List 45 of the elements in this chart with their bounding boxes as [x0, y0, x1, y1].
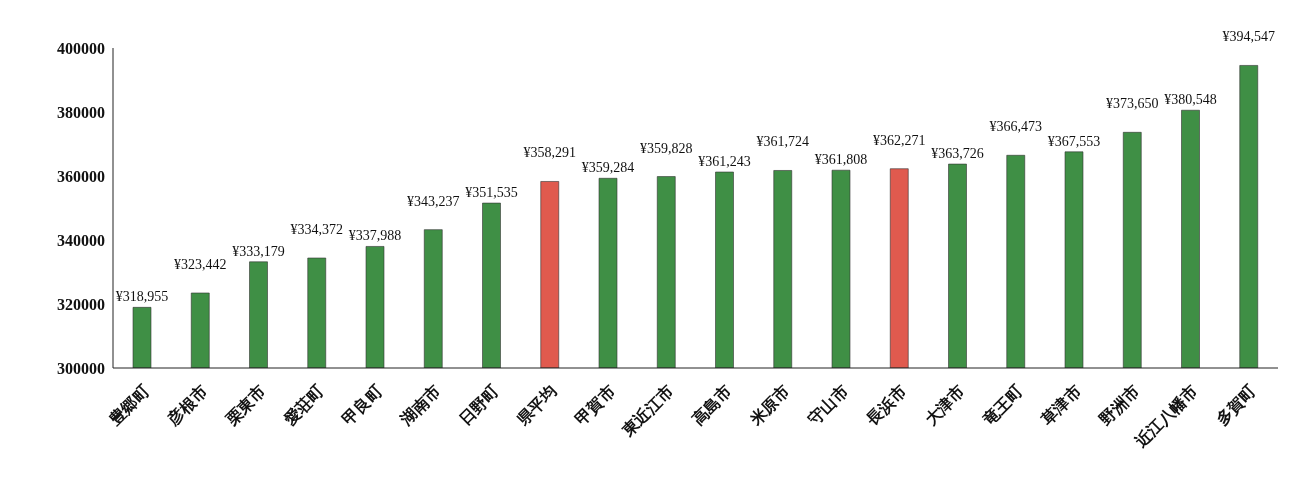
y-tick-label: 360000 [57, 167, 105, 185]
data-label: ¥380,548 [1164, 92, 1217, 108]
data-label: ¥343,237 [407, 193, 460, 209]
x-tick-label: 愛荘町 [280, 382, 327, 428]
x-tick-label: 彦根市 [163, 381, 211, 429]
data-label: ¥363,726 [931, 146, 984, 162]
x-tick-label: 野洲市 [1096, 382, 1143, 428]
data-label: ¥337,988 [348, 228, 402, 244]
x-tick-label: 長浜市 [862, 382, 910, 429]
x-tick-label: 多賀町 [1212, 382, 1260, 429]
y-tick-label: 400000 [57, 39, 105, 57]
data-label: ¥366,473 [989, 119, 1042, 135]
x-tick-label: 栗東市 [222, 382, 269, 429]
x-tick-label: 甲良町 [339, 382, 386, 428]
x-tick-label: 守山市 [805, 382, 852, 428]
x-tick-label: 竜王町 [979, 382, 1026, 429]
data-label: ¥361,724 [756, 134, 809, 150]
data-label: ¥361,243 [698, 154, 751, 170]
y-tick-label: 380000 [57, 103, 105, 121]
x-tick-label: 豊郷町 [105, 382, 153, 429]
y-tick-label: 300000 [57, 359, 105, 377]
data-label: ¥373,650 [1106, 96, 1159, 112]
x-tick-label: 県平均 [513, 382, 560, 429]
data-label: ¥318,955 [115, 289, 169, 305]
data-label: ¥359,284 [581, 160, 635, 176]
data-label: ¥367,553 [1047, 133, 1101, 149]
x-tick-label: 日野町 [455, 382, 502, 428]
data-label: ¥359,828 [640, 140, 693, 156]
data-label: ¥351,535 [465, 185, 518, 201]
x-tick-label: 大津市 [921, 382, 968, 428]
data-label: ¥361,808 [814, 152, 868, 168]
data-label: ¥362,271 [873, 132, 926, 148]
data-label: ¥333,179 [232, 243, 285, 259]
x-tick-label: 東近江市 [618, 382, 677, 441]
x-tick-label: 湖南市 [396, 382, 444, 429]
x-tick-label: 米原市 [746, 382, 793, 429]
y-tick-label: 340000 [57, 231, 105, 249]
data-label: ¥358,291 [523, 145, 576, 161]
y-tick-label: 320000 [57, 295, 105, 313]
x-tick-label: 草津市 [1037, 382, 1085, 429]
data-label: ¥334,372 [290, 222, 343, 238]
x-tick-label: 甲賀市 [572, 382, 619, 429]
x-tick-label: 高島市 [688, 381, 735, 428]
data-label: ¥394,547 [1222, 29, 1275, 45]
data-label: ¥323,442 [174, 256, 227, 272]
